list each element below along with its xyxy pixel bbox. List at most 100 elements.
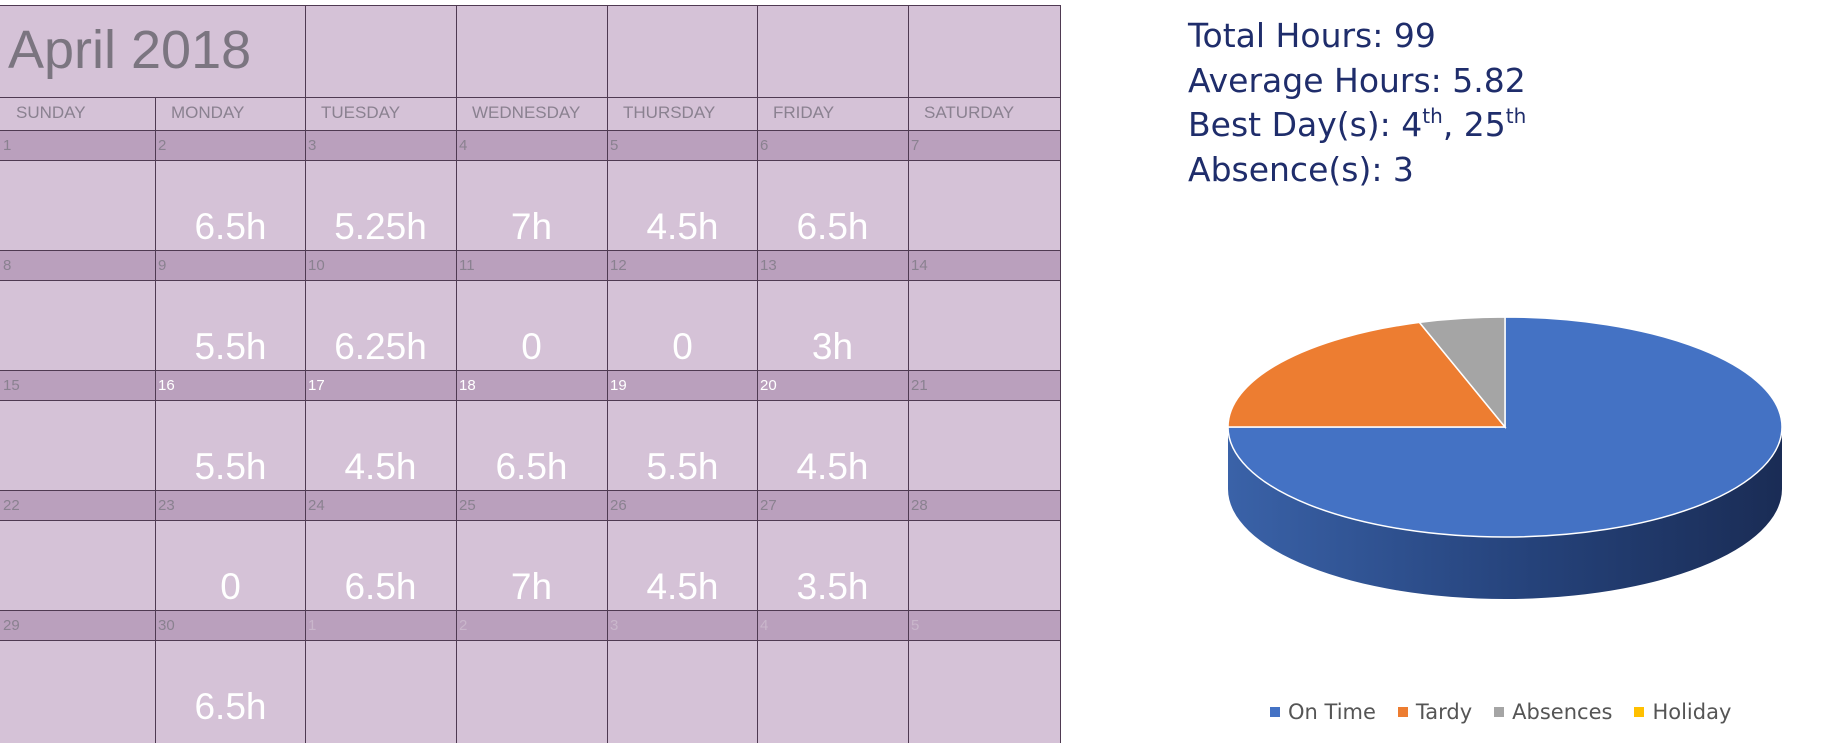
grid-line [0,370,1061,371]
grid-line [305,5,306,743]
pie-slice-tardy [1227,321,1507,428]
day-number: 7 [911,137,920,154]
hours-worked: 7h [510,566,553,607]
day-number: 5 [911,617,920,634]
grid-line [0,490,1061,491]
date-band [0,490,1061,520]
best-day-2-suffix: th [1505,104,1527,128]
day-number: 6 [760,137,769,154]
legend-swatch [1494,707,1505,717]
best-days: Best Day(s): 4th, 25th [1188,105,1526,144]
day-name-tuesday: TUESDAY [321,103,401,122]
date-band [0,610,1061,640]
day-number: 4 [459,137,468,154]
grid-line [908,5,909,743]
legend-label: On Time [1288,700,1376,724]
day-number: 23 [158,497,175,514]
absences-count: Absence(s): 3 [1188,150,1414,189]
day-number: 27 [760,497,777,514]
hours-worked: 6.5h [495,446,568,487]
hours-worked: 5.25h [334,206,427,247]
grid-line [0,97,1061,98]
day-number: 22 [3,497,20,514]
day-name-sunday: SUNDAY [16,103,86,122]
day-number: 5 [610,137,619,154]
day-number: 3 [308,137,317,154]
hours-worked: 4.5h [646,206,719,247]
attendance-pie-chart [1227,316,1783,599]
day-number: 21 [911,377,928,394]
hours-worked: 4.5h [344,446,417,487]
grid-line [0,610,1061,611]
best-days-separator: , [1442,105,1464,144]
best-days-label: Best Day(s): [1188,105,1402,144]
day-number: 2 [158,137,167,154]
hours-worked: 0 [521,326,542,367]
day-number: 14 [911,257,928,274]
hours-worked: 6.5h [194,206,267,247]
hours-worked: 7h [510,206,553,247]
calendar-title: April 2018 [8,20,252,80]
grid-line [1060,5,1061,743]
legend-label: Tardy [1415,700,1473,724]
day-number: 15 [3,377,20,394]
day-number: 1 [3,137,12,154]
hours-worked: 5.5h [194,446,267,487]
day-number: 28 [911,497,928,514]
legend-item: Holiday [1634,700,1731,724]
best-day-1-suffix: th [1422,104,1443,128]
chart-legend: On Time Tardy Absences Holiday [1270,700,1731,724]
hours-worked: 4.5h [646,566,719,607]
hours-worked: 6.5h [194,686,267,727]
day-number: 18 [459,377,476,394]
date-band [0,250,1061,280]
day-number: 20 [760,377,777,394]
legend-item: Tardy [1397,700,1473,724]
day-number: 4 [760,617,769,634]
hours-worked: 6.25h [334,326,427,367]
day-number: 10 [308,257,325,274]
legend-item: Absences [1494,700,1612,724]
grid-line [0,640,1061,641]
grid-line [155,97,156,743]
day-number: 12 [610,257,627,274]
day-number: 9 [158,257,167,274]
average-hours: Average Hours: 5.82 [1188,61,1526,100]
pie-slice-absences [1417,316,1506,430]
day-number: 1 [308,617,317,634]
calendar: April 2018 SUNDAY MONDAY TUESDAY WEDNESDAY TH… [0,5,1061,743]
best-day-2: 25 [1463,105,1506,144]
day-number: 11 [459,257,475,274]
hours-worked: 0 [672,326,693,367]
hours-worked: 3h [811,326,854,367]
day-number: 29 [3,617,20,634]
grid-line [0,160,1061,161]
day-number: 2 [459,617,468,634]
date-band [0,130,1061,160]
day-number: 13 [760,257,777,274]
grid-line [456,5,457,743]
day-number: 24 [308,497,325,514]
day-number: 30 [158,617,175,634]
day-number: 16 [158,377,175,394]
best-day-1: 4 [1401,105,1423,144]
legend-swatch [1397,707,1408,717]
legend-label: Holiday [1652,700,1732,724]
legend-swatch [1270,707,1280,717]
legend-item: On Time [1270,700,1376,724]
hours-worked: 5.5h [194,326,267,367]
day-name-thursday: THURSDAY [623,103,716,122]
grid-line [0,130,1061,131]
grid-line [0,250,1061,251]
hours-worked: 4.5h [796,446,869,487]
day-name-wednesday: WEDNESDAY [472,103,581,122]
grid-line [0,400,1061,401]
day-name-monday: MONDAY [171,103,245,122]
day-number: 17 [308,377,325,394]
grid-line [607,5,608,743]
day-number: 8 [3,257,12,274]
day-name-saturday: SATURDAY [924,103,1015,122]
hours-worked: 6.5h [796,206,869,247]
day-number: 26 [610,497,627,514]
hours-worked: 5.5h [646,446,719,487]
